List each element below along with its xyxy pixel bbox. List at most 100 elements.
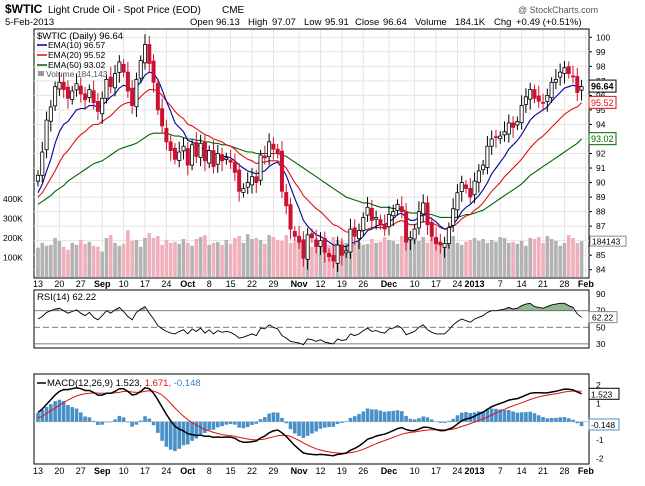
price-tick-label: 98 [596,61,606,71]
candle-body [416,211,421,229]
candle-body [382,224,387,230]
candle-body [275,148,280,154]
macd-histogram-bar [318,421,323,429]
candle-body [412,228,417,240]
price-legend: $WTIC (Daily) 96.64 EMA(10) 96.57 EMA(20… [37,31,123,79]
volume-bar [519,240,524,277]
macd-histogram-bar [151,421,156,426]
x-tick-label: 10 [410,279,420,289]
open-value: 96.13 [216,17,240,28]
macd-histogram-bar [271,412,276,422]
volume-bar [117,245,122,277]
macd-histogram-bar [91,420,96,422]
candle-body [455,192,460,211]
rsi-panel-frame [33,289,590,349]
x-tick-label: 28 [559,279,569,289]
candle-body [463,184,468,189]
macd-histogram-bar [194,421,199,439]
macd-histogram-bar [357,414,361,422]
candle-body [429,221,434,237]
macd-histogram-bar [391,410,396,422]
candle-body [481,164,486,171]
x-tick-label: 19 [337,466,347,476]
macd-tick-label: -2 [596,453,604,463]
volume-bar [134,239,139,277]
candle-body [74,83,79,91]
candle-body [352,227,357,237]
x-tick-label: 12 [315,466,325,476]
x-tick-label: 17 [431,279,441,289]
volume-bar [395,243,400,277]
macd-label: MACD(12,26,9) 1.523, [47,378,142,389]
price-tick-label: 84 [596,265,606,275]
candle-body [142,44,147,64]
macd-histogram-bar [275,412,280,422]
candle-body [224,157,229,161]
candle-body [476,170,481,183]
volume-bar [79,239,83,277]
volume-bar [250,238,254,277]
volume-bar [160,244,164,277]
macd-histogram-bar [335,421,340,425]
volume-bar [455,242,460,277]
macd-title: MACD(12,26,9) 1.523, 1.671, -0.148 [47,378,201,389]
macd-histogram-bar [464,412,468,422]
candle-body [468,187,473,198]
volume-bar [228,243,233,277]
volume-bar [198,237,203,277]
volume-bar [365,243,370,277]
macd-histogram-bar [528,411,532,422]
macd-signal-label: 1.671, [145,378,171,389]
macd-histogram-bar [327,421,331,428]
volume-bar [524,245,528,277]
macd-histogram-bar [57,399,62,422]
ema50-line [37,132,582,218]
price-tick-label: 90 [596,178,606,188]
rsi-tick-label: 50 [596,322,606,332]
candle-body [305,234,310,260]
volume-bar [579,241,584,277]
volume-bar [74,244,79,277]
volume-bar [36,247,40,277]
candle-body [545,94,550,102]
candle-body [83,93,88,101]
volume-bar [267,235,271,277]
x-tick-label: 27 [76,279,86,289]
volume-bar [438,240,443,277]
x-tick-label: 17 [140,279,150,289]
candle-body [155,83,160,111]
macd-histogram-bar [370,409,374,422]
rsi-title: RSI(14) 62.22 [37,292,96,303]
candle-body [571,75,576,78]
candle-body [515,121,520,126]
volume-bar [263,243,267,277]
price-tick-label: 88 [596,207,606,217]
macd-tag-box [588,387,620,400]
macd-histogram-bar [36,412,40,422]
volume-bar [374,242,378,277]
volume-bar [468,239,473,277]
price-tick-label: 99 [596,47,606,57]
close-value: 96.64 [383,17,407,28]
volume-bar [528,238,532,277]
volume-bar [571,238,575,277]
candle-body [485,145,490,168]
candle-body [160,108,165,127]
volume-bar [186,242,190,277]
volume-bar [464,241,468,277]
macd-histogram-bar [293,421,297,434]
macd-histogram-bar [408,418,413,422]
macd-histogram-bar [147,418,152,422]
macd-histogram-bar [404,415,408,422]
candle-body [399,206,404,213]
candle-body [395,203,400,211]
candle-body [232,161,237,173]
macd-tick-label: 1 [596,398,601,408]
candle-body [361,217,366,231]
macd-histogram-bar [156,421,160,433]
volume-bar [271,237,276,277]
x-tick-label: Oct [180,466,195,476]
candle-body [506,122,511,135]
volume-bar [87,241,92,277]
macd-histogram-bar [417,418,421,422]
